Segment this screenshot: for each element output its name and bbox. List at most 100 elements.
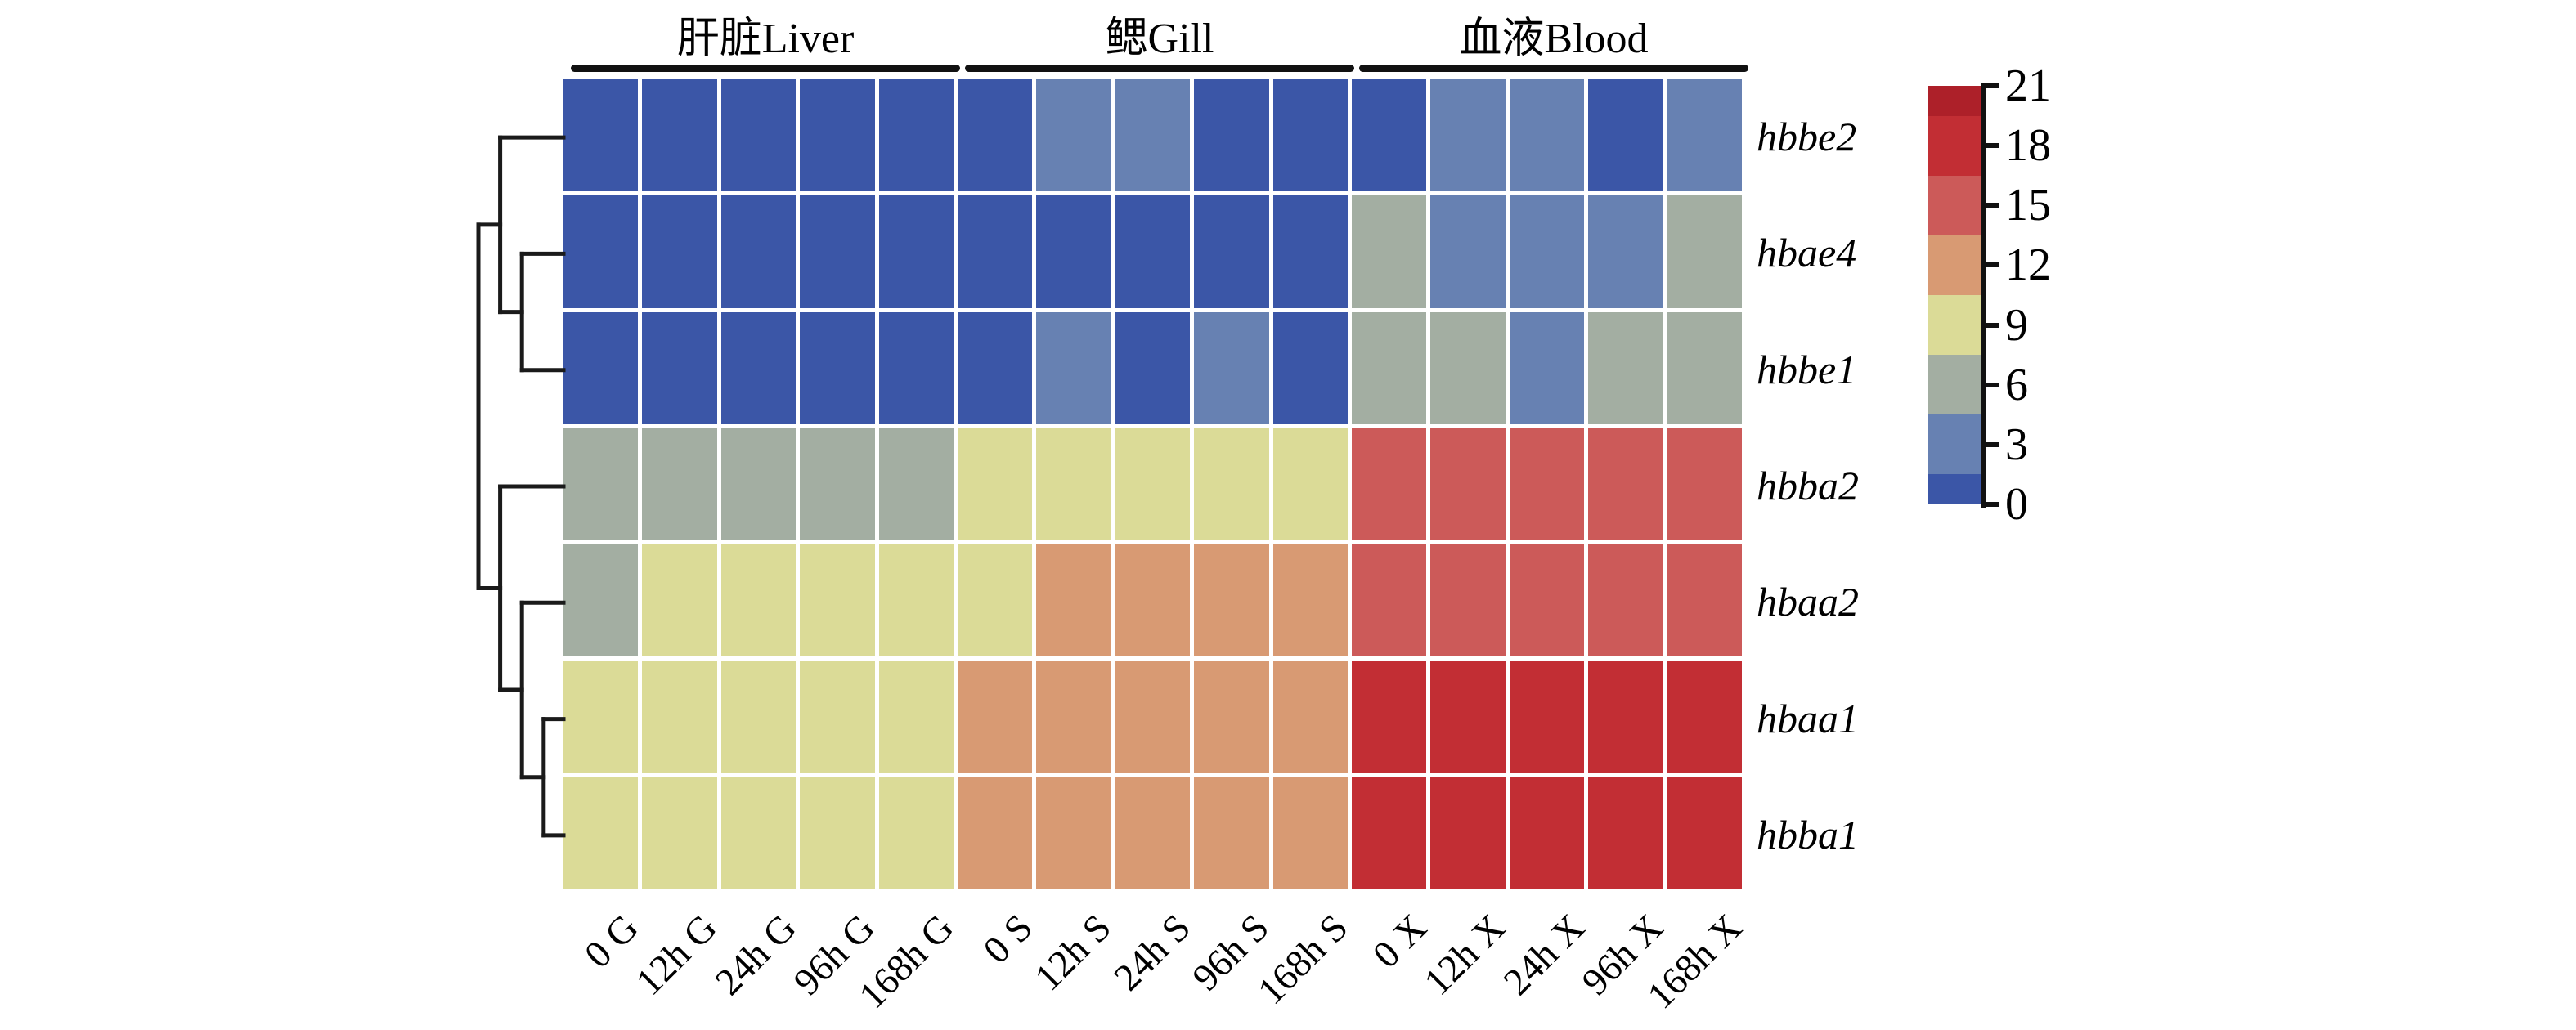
col-label: 24h G — [707, 906, 805, 1004]
heatmap-cell — [1272, 544, 1348, 657]
heatmap-cell — [1036, 79, 1111, 192]
row-label: hbba1 — [1757, 811, 1859, 858]
heatmap-cell — [1667, 79, 1742, 192]
legend-tick-label: 21 — [2005, 60, 2051, 111]
heatmap-cell — [720, 195, 797, 308]
heatmap-cell — [878, 195, 954, 308]
heatmap-cell — [1272, 311, 1348, 424]
heatmap-cell — [1352, 544, 1427, 657]
legend-tick-label: 18 — [2005, 120, 2051, 172]
col-group-label-blood: 血液Blood — [1459, 16, 1649, 62]
legend-tick — [1986, 262, 1999, 268]
heatmap-cell — [1430, 195, 1506, 308]
legend-color-block — [1928, 86, 1981, 116]
heatmap-cell — [1115, 195, 1191, 308]
heatmap-cell — [563, 661, 639, 773]
heatmap-cell — [720, 544, 797, 657]
legend-color-block — [1928, 235, 1981, 295]
heatmap-cell — [1667, 544, 1742, 657]
heatmap-cell — [1194, 311, 1269, 424]
heatmap-cell — [958, 195, 1033, 308]
heatmap-cell — [958, 311, 1033, 424]
legend-tick — [1986, 322, 1999, 328]
heatmap-cell — [1430, 428, 1506, 541]
heatmap-cell — [1509, 311, 1585, 424]
heatmap-cell — [800, 777, 875, 889]
heatmap-cell — [1352, 79, 1427, 192]
heatmap-cell — [1115, 79, 1191, 192]
heatmap-cell — [878, 544, 954, 657]
legend-tick — [1986, 441, 1999, 447]
heatmap-cell — [878, 661, 954, 773]
heatmap-cell — [1352, 311, 1427, 424]
heatmap-cell — [1588, 428, 1663, 541]
heatmap-cell — [642, 79, 717, 192]
heatmap-cell — [1588, 544, 1663, 657]
heatmap-cell — [642, 544, 717, 657]
heatmap-cell — [1667, 661, 1742, 773]
row-label: hbbe1 — [1757, 346, 1857, 392]
heatmap-cell — [642, 428, 717, 541]
heatmap-cell — [800, 661, 875, 773]
legend-tick — [1986, 143, 1999, 149]
heatmap-cell — [1588, 195, 1663, 308]
heatmap-cell — [1667, 311, 1742, 424]
heatmap-cell — [642, 661, 717, 773]
heatmap-cell — [720, 311, 797, 424]
heatmap-cell — [1430, 311, 1506, 424]
heatmap-cell — [1430, 661, 1506, 773]
heatmap-cell — [720, 428, 797, 541]
row-label: hbaa2 — [1757, 579, 1859, 625]
heatmap-cell — [1667, 428, 1742, 541]
heatmap-cell — [642, 195, 717, 308]
heatmap-cell — [1036, 428, 1111, 541]
legend-tick-label: 6 — [2005, 359, 2028, 410]
legend-color-block — [1928, 115, 1981, 176]
heatmap-cell — [720, 661, 797, 773]
heatmap-cell — [1588, 661, 1663, 773]
heatmap-cell — [1588, 79, 1663, 192]
legend-tick-label: 12 — [2005, 240, 2051, 291]
heatmap-cell — [958, 544, 1033, 657]
heatmap-cell — [563, 79, 639, 192]
heatmap-cell — [1430, 544, 1506, 657]
heatmap-cell — [1115, 777, 1191, 889]
heatmap-cell — [800, 195, 875, 308]
heatmap-cell — [1115, 428, 1191, 541]
heatmap-cell — [1509, 195, 1585, 308]
heatmap-cell — [1194, 195, 1269, 308]
col-label: 24h X — [1495, 906, 1593, 1004]
heatmap-cell — [1667, 195, 1742, 308]
heatmap-cell — [1352, 428, 1427, 541]
legend-color-block — [1928, 474, 1981, 504]
heatmap-cell — [1352, 777, 1427, 889]
col-group-label-liver: 肝脏Liver — [676, 16, 855, 62]
heatmap-cell — [1194, 777, 1269, 889]
heatmap-cell — [1036, 311, 1111, 424]
heatmap-cell — [1509, 661, 1585, 773]
legend-color-block — [1928, 294, 1981, 356]
heatmap-cell — [563, 195, 639, 308]
heatmap-cell — [563, 544, 639, 657]
heatmap-cell — [1509, 79, 1585, 192]
heatmap-cell — [1115, 661, 1191, 773]
heatmap-cell — [1194, 661, 1269, 773]
heatmap-cell — [958, 79, 1033, 192]
heatmap-cell — [1115, 544, 1191, 657]
heatmap-cell — [958, 661, 1033, 773]
legend-tick — [1986, 83, 1999, 88]
heatmap-cell — [720, 79, 797, 192]
heatmap-cell — [642, 777, 717, 889]
heatmap-cell — [1667, 777, 1742, 889]
heatmap-cell — [1036, 195, 1111, 308]
col-group-label-gill: 鳃Gill — [1105, 16, 1214, 62]
heatmap-cell — [1194, 79, 1269, 192]
heatmap-cell — [1036, 777, 1111, 889]
legend-tick — [1986, 502, 1999, 507]
heatmap-cell — [1588, 311, 1663, 424]
heatmap-cell — [1588, 777, 1663, 889]
heatmap-cell — [1430, 777, 1506, 889]
heatmap-cell — [1036, 661, 1111, 773]
heatmap-cell — [642, 311, 717, 424]
row-label: hbba2 — [1757, 462, 1859, 508]
